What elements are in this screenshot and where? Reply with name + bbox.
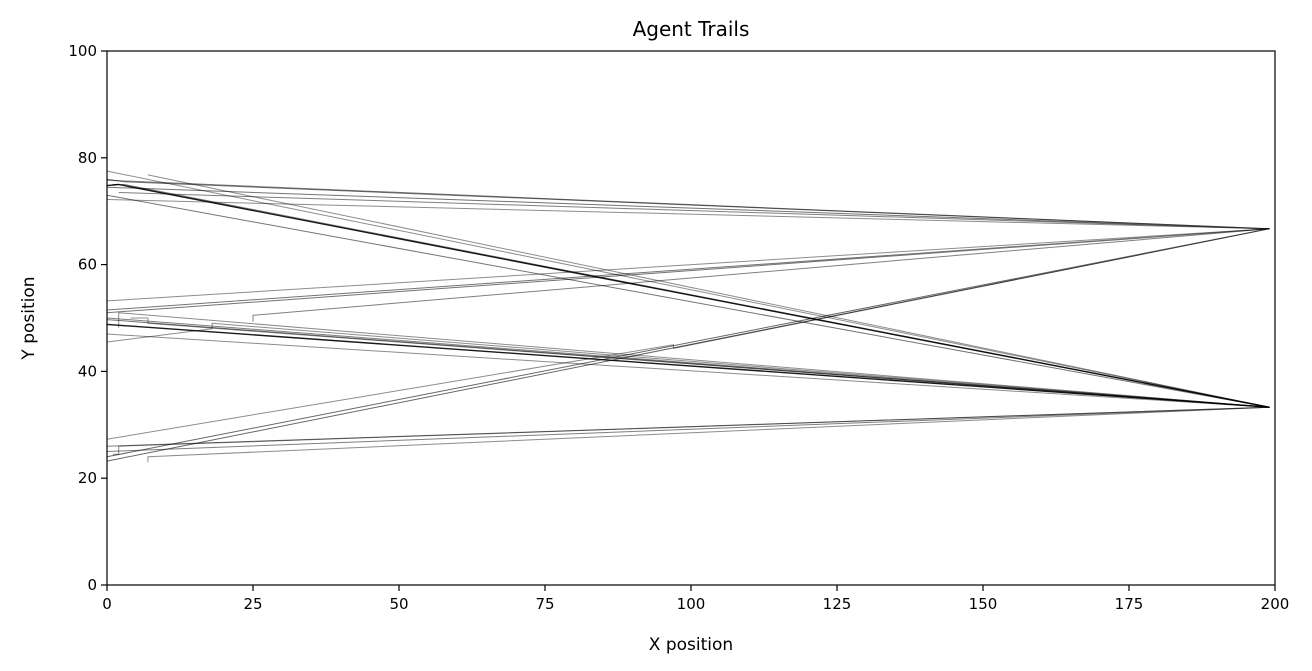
ticks-layer: 0 25 50 75 100 125 150 175 200 0 20 40 60 80 100 bbox=[68, 42, 1289, 613]
x-tick-label: 75 bbox=[535, 595, 554, 613]
agent-trail-12 bbox=[106, 228, 1270, 462]
x-axis-label: X position bbox=[649, 635, 733, 655]
x-tick-label: 175 bbox=[1115, 595, 1144, 613]
x-tick-label: 125 bbox=[823, 595, 852, 613]
plot-frame bbox=[106, 50, 1276, 586]
agent-trail-20 bbox=[130, 317, 1270, 408]
agent-trail-17 bbox=[106, 333, 1270, 408]
x-tick-label: 100 bbox=[677, 595, 706, 613]
y-tick-label: 60 bbox=[78, 256, 97, 274]
x-tick-label: 50 bbox=[389, 595, 408, 613]
agent-trail-16 bbox=[106, 317, 1270, 408]
agent-trail-7 bbox=[147, 174, 1270, 408]
agent-trail-21 bbox=[112, 406, 1270, 455]
agent-trail-18 bbox=[106, 322, 1270, 408]
y-tick-label: 40 bbox=[78, 362, 97, 380]
trails-layer bbox=[106, 170, 1270, 463]
chart-title: Agent Trails bbox=[633, 17, 750, 41]
x-tick-label: 0 bbox=[102, 595, 112, 613]
agent-trail-3 bbox=[106, 199, 1270, 230]
y-tick-label: 100 bbox=[68, 42, 97, 60]
agent-trail-11 bbox=[252, 228, 1270, 322]
agent-trail-4 bbox=[106, 170, 1270, 408]
x-tick-label: 25 bbox=[243, 595, 262, 613]
agent-trail-13 bbox=[106, 228, 1270, 440]
x-tick-label: 200 bbox=[1261, 595, 1290, 613]
y-tick-label: 80 bbox=[78, 149, 97, 167]
y-axis-label: Y position bbox=[19, 276, 39, 360]
y-tick-label: 0 bbox=[87, 576, 97, 594]
agent-trail-15 bbox=[147, 406, 1270, 463]
x-tick-label: 150 bbox=[969, 595, 998, 613]
agent-trail-10 bbox=[106, 228, 1270, 302]
agent-trail-19 bbox=[118, 312, 1270, 408]
y-tick-label: 20 bbox=[78, 469, 97, 487]
